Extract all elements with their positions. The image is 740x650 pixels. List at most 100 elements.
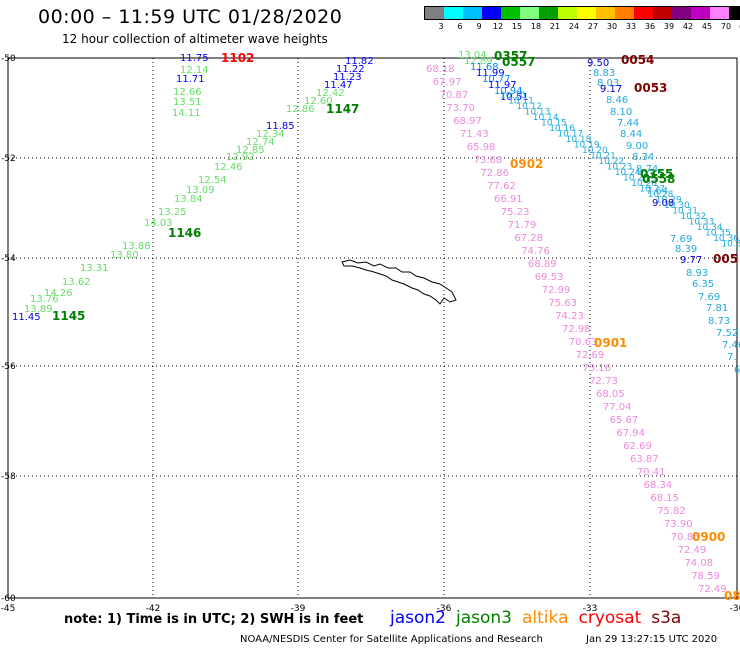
wave-height-value: 9.00 <box>626 141 648 152</box>
wave-height-value: 7.46 <box>722 340 740 351</box>
wave-height-value: 73.16 <box>582 363 611 374</box>
wave-height-value: 8.03 <box>597 78 619 89</box>
wave-height-value: 13.04 <box>458 50 487 61</box>
wave-height-value: 77.04 <box>603 402 632 413</box>
wave-height-value: 11.71 <box>176 74 205 85</box>
legend-swatch <box>577 7 596 19</box>
pass-time-label: 0355 <box>640 167 673 181</box>
satellite-cryosat: cryosat <box>578 608 642 628</box>
legend-tick: (ft) <box>739 22 740 31</box>
wave-height-value: 14.03 <box>144 218 173 229</box>
wave-height-value: 70.41 <box>637 467 666 478</box>
wave-height-value: 13.31 <box>80 263 109 274</box>
wave-height-value: 67.94 <box>616 428 645 439</box>
wave-height-value: 10.33 <box>689 218 715 228</box>
wave-height-value: 10.16 <box>549 124 575 134</box>
wave-height-value: 12.14 <box>180 65 209 76</box>
pass-time-label: 0054 <box>621 53 654 67</box>
legend-swatch <box>558 7 577 19</box>
wave-height-value: 13.25 <box>158 207 187 218</box>
wave-height-value: 12.54 <box>198 175 227 186</box>
wave-height-value: 7.52 <box>716 328 738 339</box>
wave-height-value: 9.17 <box>600 84 622 95</box>
wave-height-value: 72.86 <box>480 168 509 179</box>
wave-height-value: 12.85 <box>236 145 265 156</box>
pass-time-label: 0902 <box>510 157 543 171</box>
map-title: 00:00 – 11:59 UTC 01/28/2020 <box>38 6 343 28</box>
wave-height-value: 7. <box>727 352 737 363</box>
footnote: note: 1) Time is in UTC; 2) SWH is in fe… <box>64 612 364 627</box>
wave-height-value: 7.44 <box>617 118 639 129</box>
wave-height-value: 12.92 <box>226 152 255 163</box>
south-georgia-coastline <box>341 259 457 305</box>
wave-height-value: 10.32 <box>680 212 706 222</box>
lat-tick-label: -52 <box>1 154 16 164</box>
wave-height-value: 74.76 <box>521 246 550 257</box>
wave-height-value: 12.66 <box>173 87 202 98</box>
wave-height-value: 68.97 <box>453 116 482 127</box>
generation-timestamp: Jan 29 13:27:15 UTC 2020 <box>586 634 718 645</box>
wave-height-value: 10.24 <box>615 168 641 178</box>
wave-height-value: 67.97 <box>433 77 462 88</box>
wave-height-value: 11.75 <box>180 53 209 64</box>
pass-time-label: 0900 <box>692 530 725 544</box>
credit-line: NOAA/NESDIS Center for Satellite Applica… <box>240 634 717 645</box>
wave-height-value: 6 <box>734 365 740 376</box>
wave-height-value: 68.15 <box>650 493 679 504</box>
legend-color-bar <box>424 6 740 20</box>
wave-height-value: 13.80 <box>110 250 139 261</box>
wave-height-value: 8.39 <box>675 244 697 255</box>
wave-height-value: 10.21 <box>590 152 616 162</box>
legend-tick: 12 <box>492 22 504 31</box>
wave-height-value: 10.26 <box>631 179 657 189</box>
wave-height-value: 72.99 <box>542 285 571 296</box>
legend-swatch <box>634 7 653 19</box>
map-frame <box>7 57 738 599</box>
pass-time-label: 1146 <box>168 226 201 240</box>
wave-height-value: 11.22 <box>336 64 365 75</box>
credit-center: NOAA/NESDIS Center for Satellite Applica… <box>240 634 543 645</box>
wave-height-value: 10.28 <box>648 190 674 200</box>
wave-height-value: 12.89 <box>464 56 493 67</box>
pass-time-label: 1145 <box>52 309 85 323</box>
wave-height-value: 11.97 <box>488 80 517 91</box>
legend-tick: 33 <box>625 22 637 31</box>
legend-swatch <box>596 7 615 19</box>
wave-height-value: 11.23 <box>333 72 362 83</box>
wave-height-value: 12.46 <box>214 162 243 173</box>
wave-height-value: 72.98 <box>562 324 591 335</box>
pass-time-label: 005 <box>713 252 738 266</box>
lon-tick-label: -45 <box>1 604 16 614</box>
wave-height-value: 12.60 <box>304 96 333 107</box>
lon-tick-label: -33 <box>583 604 598 614</box>
wave-height-value: 10.35 <box>705 229 731 239</box>
wave-height-value: 7.64 <box>646 186 668 197</box>
wave-height-value: 72.49 <box>698 584 727 595</box>
wave-height-value: 10.13 <box>525 108 551 118</box>
wave-height-value: 10.14 <box>533 113 559 123</box>
wave-height-value: 11.47 <box>324 80 353 91</box>
lon-tick-label: -42 <box>146 604 161 614</box>
wave-height-value: 8.73 <box>708 316 730 327</box>
wave-height-value: 78.59 <box>691 571 720 582</box>
wave-height-value: 75.63 <box>548 298 577 309</box>
wave-height-value: 9.08 <box>652 198 674 209</box>
wave-height-value: 68.34 <box>644 480 673 491</box>
legend-tick: 45 <box>701 22 713 31</box>
wave-height-value: 10.29 <box>656 196 682 206</box>
wave-height-value: 10.34 <box>697 223 723 233</box>
pass-time-label: 1147 <box>326 102 359 116</box>
legend-swatch <box>615 7 634 19</box>
map-grid <box>7 57 738 599</box>
wave-height-value: 63.87 <box>630 454 659 465</box>
lat-tick-label: -58 <box>1 472 16 482</box>
wave-height-value: 13.09 <box>186 185 215 196</box>
wave-height-value: 6.35 <box>692 279 714 290</box>
wave-height-value: 71.43 <box>460 129 489 140</box>
legend-swatch <box>653 7 672 19</box>
wave-height-value: 10.25 <box>623 174 649 184</box>
wave-height-value: 10.37 <box>721 240 740 250</box>
legend-tick: 18 <box>530 22 542 31</box>
